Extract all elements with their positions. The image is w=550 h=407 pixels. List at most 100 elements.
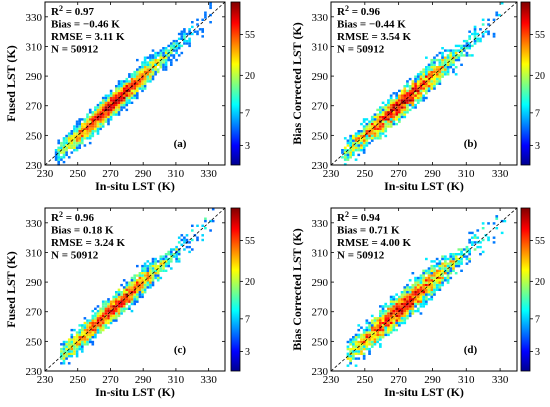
density-cell bbox=[425, 281, 428, 284]
density-cell bbox=[384, 134, 388, 138]
density-cell bbox=[460, 260, 463, 263]
density-cell bbox=[362, 333, 366, 337]
density-cell bbox=[433, 264, 436, 268]
density-cell bbox=[384, 106, 388, 109]
density-cell bbox=[457, 248, 461, 251]
density-cell bbox=[381, 307, 385, 310]
density-cell bbox=[427, 279, 431, 282]
density-cell bbox=[419, 286, 423, 289]
density-cell bbox=[441, 264, 444, 268]
density-cell bbox=[433, 260, 436, 263]
density-cell bbox=[138, 68, 142, 71]
density-cell bbox=[384, 326, 388, 329]
density-cell bbox=[438, 276, 442, 280]
density-cell bbox=[449, 49, 453, 52]
density-cell bbox=[435, 269, 439, 272]
density-cell bbox=[422, 85, 425, 88]
density-cell bbox=[107, 118, 110, 121]
density-cell bbox=[389, 317, 393, 320]
density-cell bbox=[107, 307, 110, 310]
density-cell bbox=[91, 343, 95, 346]
density-cell bbox=[471, 243, 474, 246]
density-cell bbox=[104, 96, 108, 100]
density-cell bbox=[406, 317, 409, 320]
density-cell bbox=[175, 49, 178, 52]
density-cell bbox=[427, 70, 431, 74]
density-cell bbox=[446, 58, 450, 62]
density-cell bbox=[392, 122, 396, 126]
y-tick-label: 290 bbox=[312, 71, 329, 83]
density-cell bbox=[101, 122, 105, 126]
density-cell bbox=[146, 286, 150, 289]
density-cell bbox=[368, 321, 371, 325]
density-cell bbox=[86, 118, 89, 121]
density-cell bbox=[154, 63, 157, 66]
density-cell bbox=[468, 253, 471, 256]
density-cell bbox=[346, 345, 350, 348]
density-cell bbox=[115, 108, 118, 112]
density-cell bbox=[352, 343, 355, 346]
density-cell bbox=[487, 23, 490, 26]
y-tick-label: 250 bbox=[26, 130, 43, 142]
density-cell bbox=[384, 328, 388, 332]
density-cell bbox=[188, 44, 191, 48]
density-cell bbox=[473, 248, 477, 251]
density-cell bbox=[62, 340, 66, 344]
density-cell bbox=[425, 87, 428, 90]
density-cell bbox=[395, 92, 398, 95]
density-cell bbox=[414, 279, 417, 282]
density-cell bbox=[125, 298, 129, 301]
density-cell bbox=[403, 87, 407, 90]
density-cell bbox=[406, 111, 409, 114]
density-cell bbox=[357, 340, 361, 344]
density-cell bbox=[60, 158, 63, 161]
density-cell bbox=[151, 49, 155, 52]
density-cell bbox=[384, 120, 388, 123]
colorbar-tick-label: 7 bbox=[535, 108, 540, 119]
density-cell bbox=[172, 39, 176, 43]
density-cell bbox=[354, 137, 358, 140]
density-cell bbox=[416, 298, 420, 301]
density-cell bbox=[201, 28, 204, 31]
density-cell bbox=[400, 314, 404, 318]
density-cell bbox=[204, 13, 207, 17]
density-cell bbox=[172, 49, 176, 52]
density-cell bbox=[373, 130, 377, 133]
density-cell bbox=[141, 70, 144, 74]
density-cell bbox=[81, 132, 84, 135]
x-tick-label: 330 bbox=[200, 168, 217, 180]
density-cell bbox=[146, 274, 150, 277]
density-cell bbox=[422, 269, 425, 272]
density-cell bbox=[117, 300, 121, 303]
density-cell bbox=[99, 321, 102, 325]
density-cell bbox=[143, 286, 147, 289]
density-cell bbox=[120, 87, 123, 90]
density-cell bbox=[146, 75, 150, 78]
density-cell bbox=[373, 125, 377, 128]
panel-d: 230 250 270 290 310 330230250270290310330In-s… bbox=[290, 207, 545, 399]
density-cell bbox=[457, 58, 461, 62]
density-cell bbox=[196, 238, 199, 242]
colorbar-gradient bbox=[520, 207, 531, 372]
density-cell bbox=[381, 333, 385, 337]
density-cell bbox=[403, 321, 407, 325]
density-cell bbox=[460, 63, 463, 66]
density-cell bbox=[70, 151, 74, 154]
density-cell bbox=[430, 85, 434, 88]
density-cell bbox=[86, 137, 89, 140]
density-cell bbox=[120, 283, 123, 287]
density-cell bbox=[104, 99, 108, 102]
density-cell bbox=[441, 68, 444, 71]
density-cell bbox=[175, 248, 178, 251]
density-cell bbox=[460, 248, 463, 251]
density-cell bbox=[130, 293, 134, 296]
density-cell bbox=[454, 66, 458, 69]
density-cell bbox=[370, 321, 374, 325]
density-cell bbox=[416, 276, 420, 280]
density-cell bbox=[435, 281, 439, 284]
density-cell bbox=[65, 139, 68, 142]
stat-line: Bias = −0.44 K bbox=[337, 19, 406, 31]
density-cell bbox=[446, 49, 450, 52]
density-cell bbox=[419, 312, 423, 315]
density-cell bbox=[352, 141, 355, 145]
